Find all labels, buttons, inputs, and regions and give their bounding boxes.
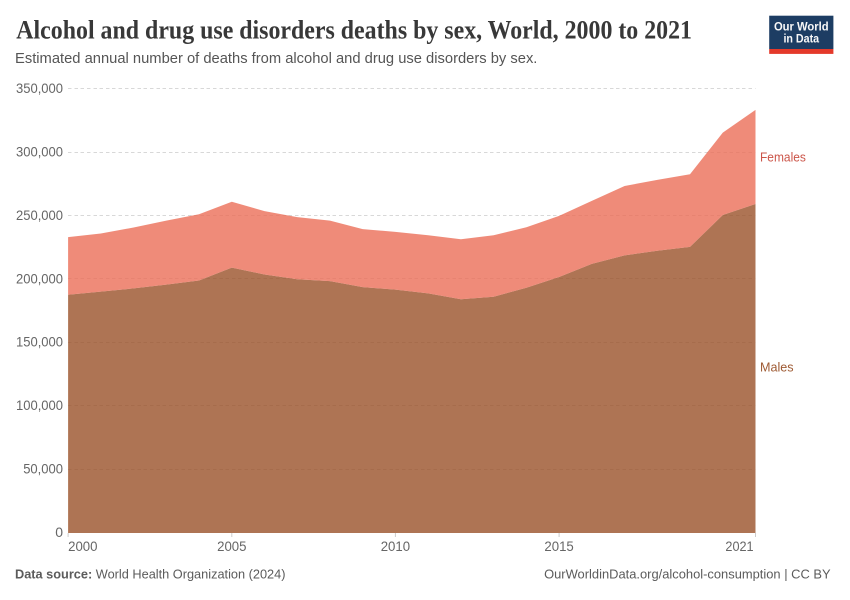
svg-text:250,000: 250,000 [16,207,63,223]
svg-text:Males: Males [760,360,794,375]
svg-text:150,000: 150,000 [16,334,63,350]
svg-text:2010: 2010 [381,539,410,554]
svg-text:2015: 2015 [544,539,573,554]
svg-text:in Data: in Data [783,32,819,45]
svg-text:200,000: 200,000 [16,270,63,286]
svg-text:100,000: 100,000 [16,397,63,413]
svg-text:Data source: World Health Orga: Data source: World Health Organization (… [15,567,286,582]
svg-text:350,000: 350,000 [16,80,63,96]
svg-text:Our World: Our World [774,21,829,34]
svg-text:2000: 2000 [68,539,97,554]
svg-text:2005: 2005 [217,539,246,554]
svg-text:0: 0 [55,524,63,540]
svg-text:300,000: 300,000 [16,144,63,160]
svg-text:2021: 2021 [725,539,753,554]
svg-text:OurWorldinData.org/alcohol-con: OurWorldinData.org/alcohol-consumption |… [544,567,831,582]
svg-text:Alcohol and drug use disorders: Alcohol and drug use disorders deaths by… [16,15,692,45]
svg-text:Females: Females [760,150,806,165]
svg-text:Estimated annual number of dea: Estimated annual number of deaths from a… [15,50,537,67]
svg-text:50,000: 50,000 [23,461,63,477]
